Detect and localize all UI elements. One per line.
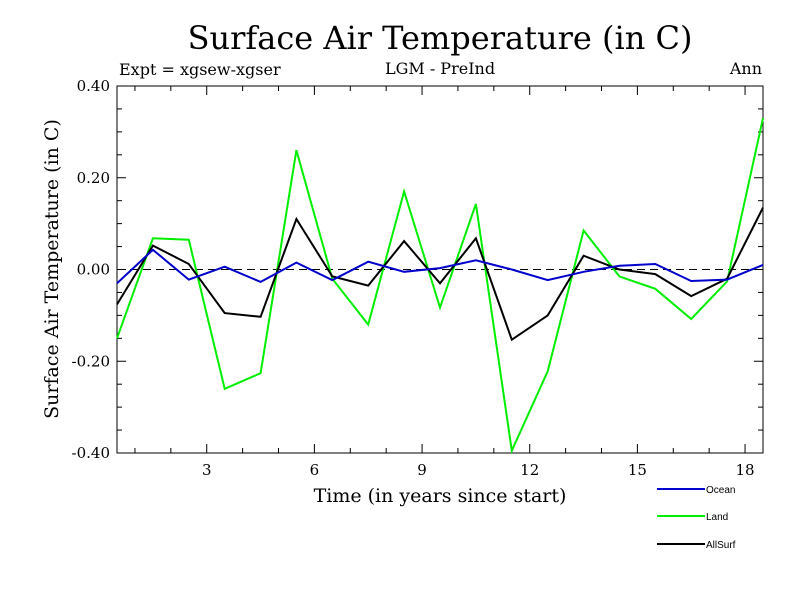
legend: Ocean Land AllSurf (657, 485, 736, 551)
data-series (116, 117, 764, 455)
series-line-allsurf (116, 207, 764, 342)
legend-label-ocean: Ocean (706, 485, 735, 496)
x-tick-label: 9 (417, 461, 427, 479)
x-tick-label: 3 (202, 461, 212, 479)
y-tick-label: 0.40 (77, 77, 110, 95)
chart-subtitle-right: Ann (729, 59, 762, 78)
axis-ticks (117, 85, 763, 454)
y-tick-label: 0.20 (77, 169, 110, 187)
legend-label-allsurf: AllSurf (706, 540, 736, 551)
series-line-ocean (116, 248, 764, 285)
legend-label-land: Land (706, 512, 728, 523)
y-tick-label: 0.00 (77, 261, 110, 279)
x-tick-label: 6 (310, 461, 320, 479)
chart-subtitle-center: LGM - PreInd (385, 59, 495, 78)
x-tick-label: 12 (520, 461, 539, 479)
y-tick-label: -0.40 (72, 444, 110, 462)
axis-tick-labels: 3 6 9 12 15 18 -0.40 -0.20 0.00 0.20 0.40 (72, 77, 755, 479)
x-tick-label: 18 (736, 461, 755, 479)
chart-title: Surface Air Temperature (in C) (188, 19, 693, 57)
chart-subtitle-left: Expt = xgsew-xgser (119, 60, 281, 79)
x-tick-label: 15 (628, 461, 647, 479)
x-axis-label: Time (in years since start) (314, 485, 567, 507)
y-tick-label: -0.20 (72, 352, 110, 370)
series-line-land (116, 117, 764, 455)
y-axis-label: Surface Air Temperature (in C) (41, 119, 63, 419)
